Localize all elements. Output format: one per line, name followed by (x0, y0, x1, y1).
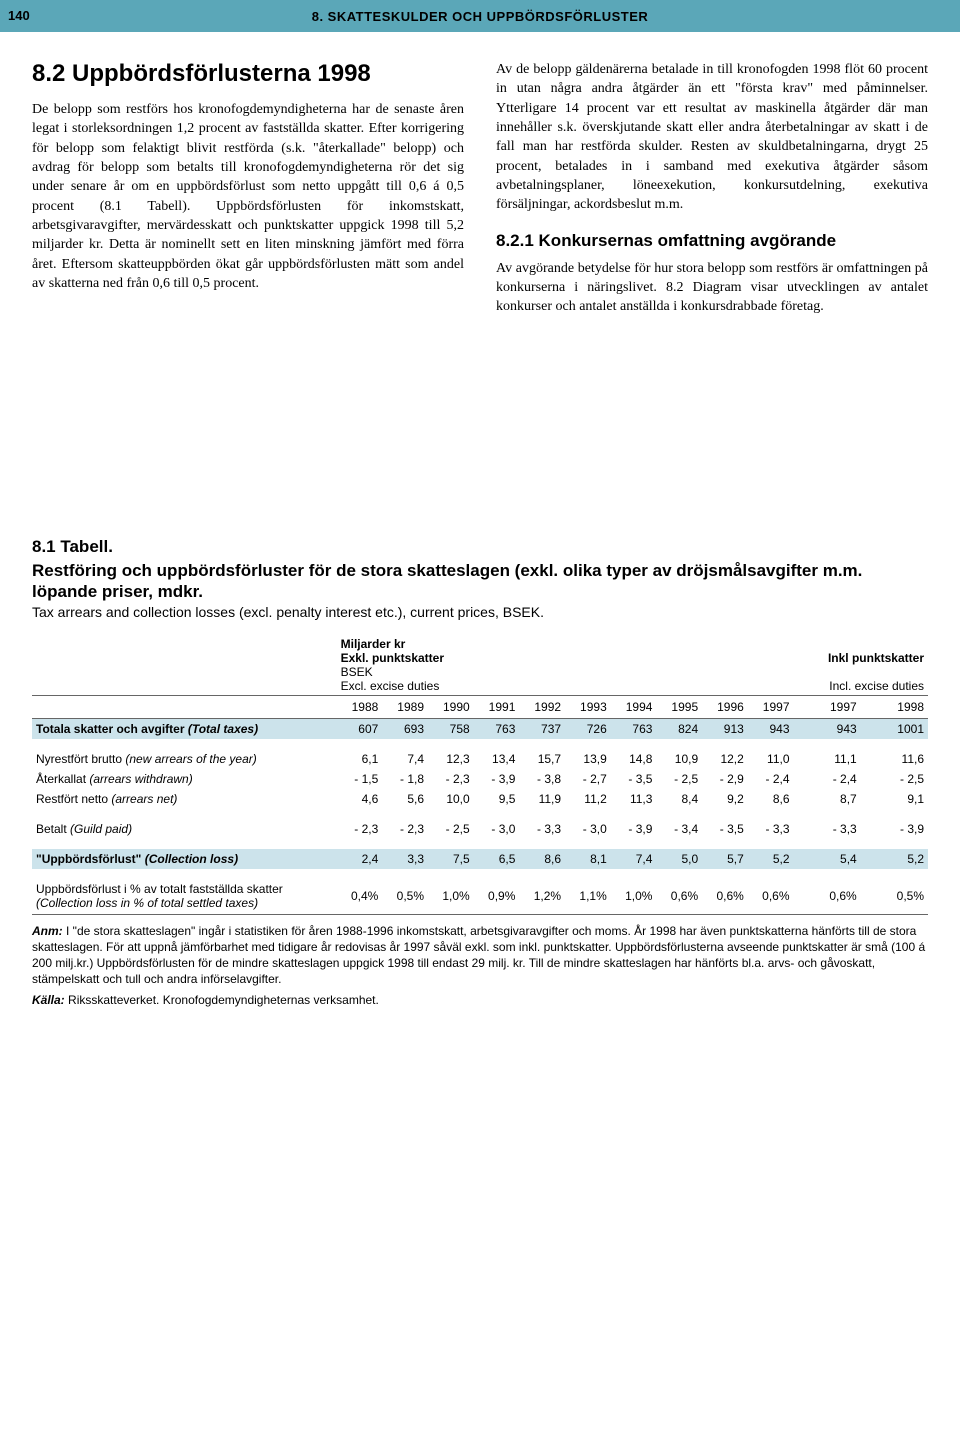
row-label: "Uppbördsförlust" (Collection loss) (32, 849, 337, 869)
table-section: 8.1 Tabell. Restföring och uppbördsförlu… (32, 536, 928, 1007)
data-table: Miljarder krExkl. punktskatterBSEKExcl. … (32, 634, 928, 915)
section-heading: 8.2 Uppbördsförlusterna 1998 (32, 60, 464, 88)
row-label: Nyrestfört brutto (new arrears of the ye… (32, 749, 337, 769)
subsection-heading: 8.2.1 Konkursernas omfattning avgörande (496, 231, 928, 251)
page-number: 140 (8, 8, 30, 23)
table-title-line1: 8.1 Tabell. (32, 536, 928, 557)
table-source: Källa: Riksskatteverket. Kronofogdemyndi… (32, 993, 928, 1007)
table-note: Anm: I "de stora skatteslagen" ingår i s… (32, 923, 928, 988)
body-paragraph: Av avgörande betydelse för hur stora bel… (496, 259, 928, 317)
row-label: Betalt (Guild paid) (32, 819, 337, 839)
body-paragraph: Av de belopp gäldenärerna betalade in ti… (496, 60, 928, 215)
two-column-layout: 8.2 Uppbördsförlusterna 1998 De belopp s… (32, 60, 928, 316)
table-title-en: Tax arrears and collection losses (excl.… (32, 604, 928, 620)
header-bar: 8. SKATTESKULDER OCH UPPBÖRDSFÖRLUSTER (0, 0, 960, 32)
row-label: Restfört netto (arrears net) (32, 789, 337, 809)
left-column: 8.2 Uppbördsförlusterna 1998 De belopp s… (32, 60, 464, 316)
body-paragraph: De belopp som restförs hos kronofogdemyn… (32, 100, 464, 293)
row-label: Totala skatter och avgifter (Total taxes… (32, 719, 337, 740)
header-title: 8. SKATTESKULDER OCH UPPBÖRDSFÖRLUSTER (312, 9, 649, 24)
right-column: Av de belopp gäldenärerna betalade in ti… (496, 60, 928, 316)
row-label: Uppbördsförlust i % av totalt fastställd… (32, 879, 337, 913)
row-label: Återkallat (arrears withdrawn) (32, 769, 337, 789)
table-title-line2: Restföring och uppbördsförluster för de … (32, 560, 928, 603)
